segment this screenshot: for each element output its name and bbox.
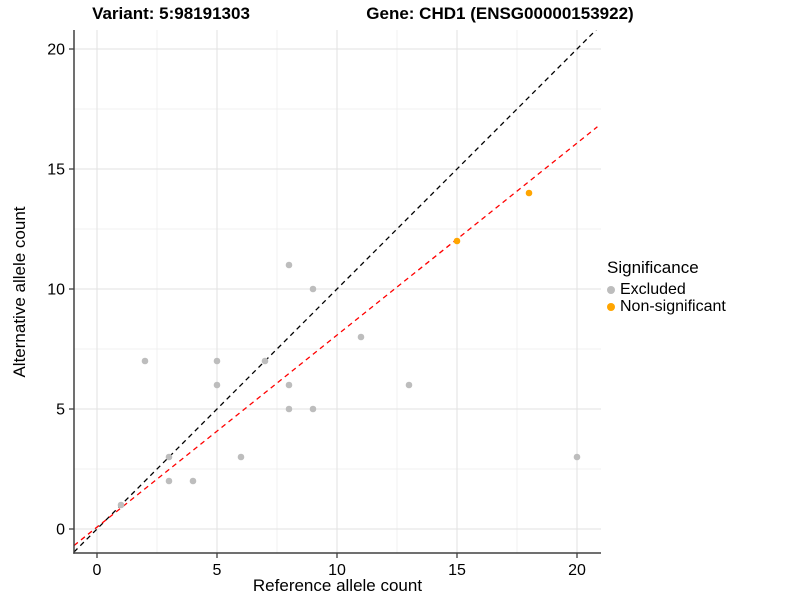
data-point-excluded	[165, 477, 173, 485]
x-tick-label: 10	[328, 562, 346, 579]
x-tick-label: 20	[568, 562, 586, 579]
data-point-excluded	[213, 381, 221, 389]
y-axis-title: Alternative allele count	[10, 206, 29, 378]
data-point-non-significant	[525, 189, 533, 197]
legend-item-non-significant: Non-significant	[607, 298, 726, 315]
data-point-excluded	[405, 381, 413, 389]
legend-title: Significance	[607, 258, 699, 277]
data-point-excluded	[189, 477, 197, 485]
x-tick-label: 5	[213, 562, 222, 579]
data-point-excluded	[285, 405, 293, 413]
legend: Significance Excluded Non-significant	[607, 258, 726, 315]
data-point-excluded	[309, 285, 317, 293]
data-point-excluded	[117, 501, 125, 509]
y-tick-label: 5	[56, 402, 65, 419]
excluded-swatch-icon	[607, 285, 615, 294]
data-point-excluded	[261, 357, 269, 365]
x-tick-label: 0	[93, 562, 102, 579]
y-tick-label: 15	[47, 162, 65, 179]
variant-title: Variant: 5:98191303	[92, 4, 250, 23]
y-tick-label: 20	[47, 42, 65, 59]
data-point-excluded	[357, 333, 365, 341]
gene-title: Gene: CHD1 (ENSG00000153922)	[366, 4, 634, 23]
y-tick-label: 0	[56, 522, 65, 539]
data-point-excluded	[309, 405, 317, 413]
data-point-excluded	[573, 453, 581, 461]
legend-item-excluded: Excluded	[607, 281, 726, 298]
data-point-excluded	[213, 357, 221, 365]
x-tick-label: 15	[448, 562, 466, 579]
data-point-excluded	[237, 453, 245, 461]
legend-item-label: Non-significant	[620, 298, 726, 315]
legend-item-label: Excluded	[620, 281, 686, 298]
regression-line	[74, 126, 598, 547]
data-point-excluded	[285, 261, 293, 269]
data-point-excluded	[141, 357, 149, 365]
y-tick-label: 10	[47, 282, 65, 299]
identity-line	[74, 30, 597, 553]
data-point-non-significant	[453, 237, 461, 245]
data-point-excluded	[285, 381, 293, 389]
non-significant-swatch-icon	[607, 302, 615, 311]
x-axis-title: Reference allele count	[252, 576, 423, 595]
data-point-excluded	[165, 453, 173, 461]
